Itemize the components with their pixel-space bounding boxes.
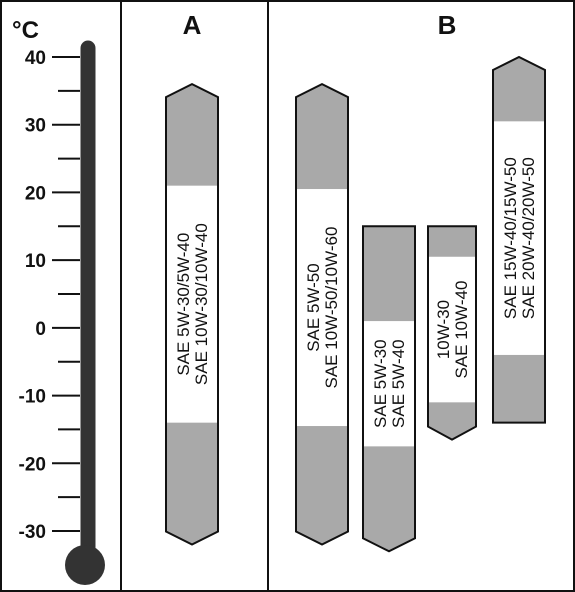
bar-label: 10W-30SAE 10W-40 — [434, 281, 471, 379]
bar-outline — [165, 82, 219, 546]
bar-recommended-zone — [363, 321, 415, 447]
unit-label: °C — [12, 17, 39, 44]
thermometer-icon — [65, 40, 105, 585]
bar-outline — [427, 225, 477, 441]
tick-label: 20 — [25, 183, 46, 204]
bar-label: SAE 5W-30SAE 5W-40 — [371, 339, 408, 428]
bar-label-line: SAE 10W-40 — [452, 281, 471, 379]
bar-label: SAE 5W-30/5W-40SAE 10W-30/10W-40 — [174, 223, 211, 385]
bar-recommended-zone — [166, 185, 218, 423]
bar-label-line: SAE 5W-40 — [389, 339, 408, 428]
tick-label: 0 — [35, 319, 46, 340]
bar-label: SAE 15W-40/15W-50SAE 20W-40/20W-50 — [501, 157, 538, 319]
tick-label: 10 — [25, 251, 46, 272]
viscosity-bars: SAE 5W-30/5W-40SAE 10W-30/10W-40 SAE 5W-5… — [165, 55, 546, 553]
tick-label: 40 — [25, 48, 46, 69]
bar-label-line: 10W-30 — [434, 300, 453, 359]
tick-label: 30 — [25, 116, 46, 137]
tick-label: -30 — [19, 522, 46, 543]
bar-label-line: SAE 15W-40/15W-50 — [501, 157, 520, 319]
bar-outline — [492, 55, 546, 424]
bar-label-line: SAE 10W-50/10W-60 — [322, 227, 341, 389]
bar-label-line: SAE 10W-30/10W-40 — [192, 223, 211, 385]
temperature-scale: 40 30 20 10 0 -10 -20 -30 — [19, 48, 80, 543]
viscosity-bar-b-3: 10W-30SAE 10W-40 — [427, 225, 477, 441]
bar-label: SAE 5W-50SAE 10W-50/10W-60 — [304, 227, 341, 389]
viscosity-bar-a-1: SAE 5W-30/5W-40SAE 10W-30/10W-40 — [165, 82, 219, 546]
tick-label: -20 — [19, 454, 46, 475]
viscosity-bar-b-2: SAE 5W-30SAE 5W-40 — [362, 225, 416, 553]
bar-recommended-zone — [296, 189, 348, 427]
bar-label-line: SAE 20W-40/20W-50 — [519, 157, 538, 319]
section-a-label: A — [183, 10, 202, 40]
bar-outline — [362, 225, 416, 553]
bar-recommended-zone — [428, 256, 476, 403]
bar-recommended-zone — [493, 121, 545, 355]
section-b-label: B — [438, 10, 457, 40]
bar-label-line: SAE 5W-30/5W-40 — [174, 233, 193, 376]
tick-label: -10 — [19, 387, 46, 408]
bar-label-line: SAE 5W-30 — [371, 339, 390, 428]
viscosity-bar-b-4: SAE 15W-40/15W-50SAE 20W-40/20W-50 — [492, 55, 546, 424]
viscosity-bar-b-1: SAE 5W-50SAE 10W-50/10W-60 — [295, 82, 349, 546]
bar-outline — [295, 82, 349, 546]
bar-label-line: SAE 5W-50 — [304, 263, 323, 352]
